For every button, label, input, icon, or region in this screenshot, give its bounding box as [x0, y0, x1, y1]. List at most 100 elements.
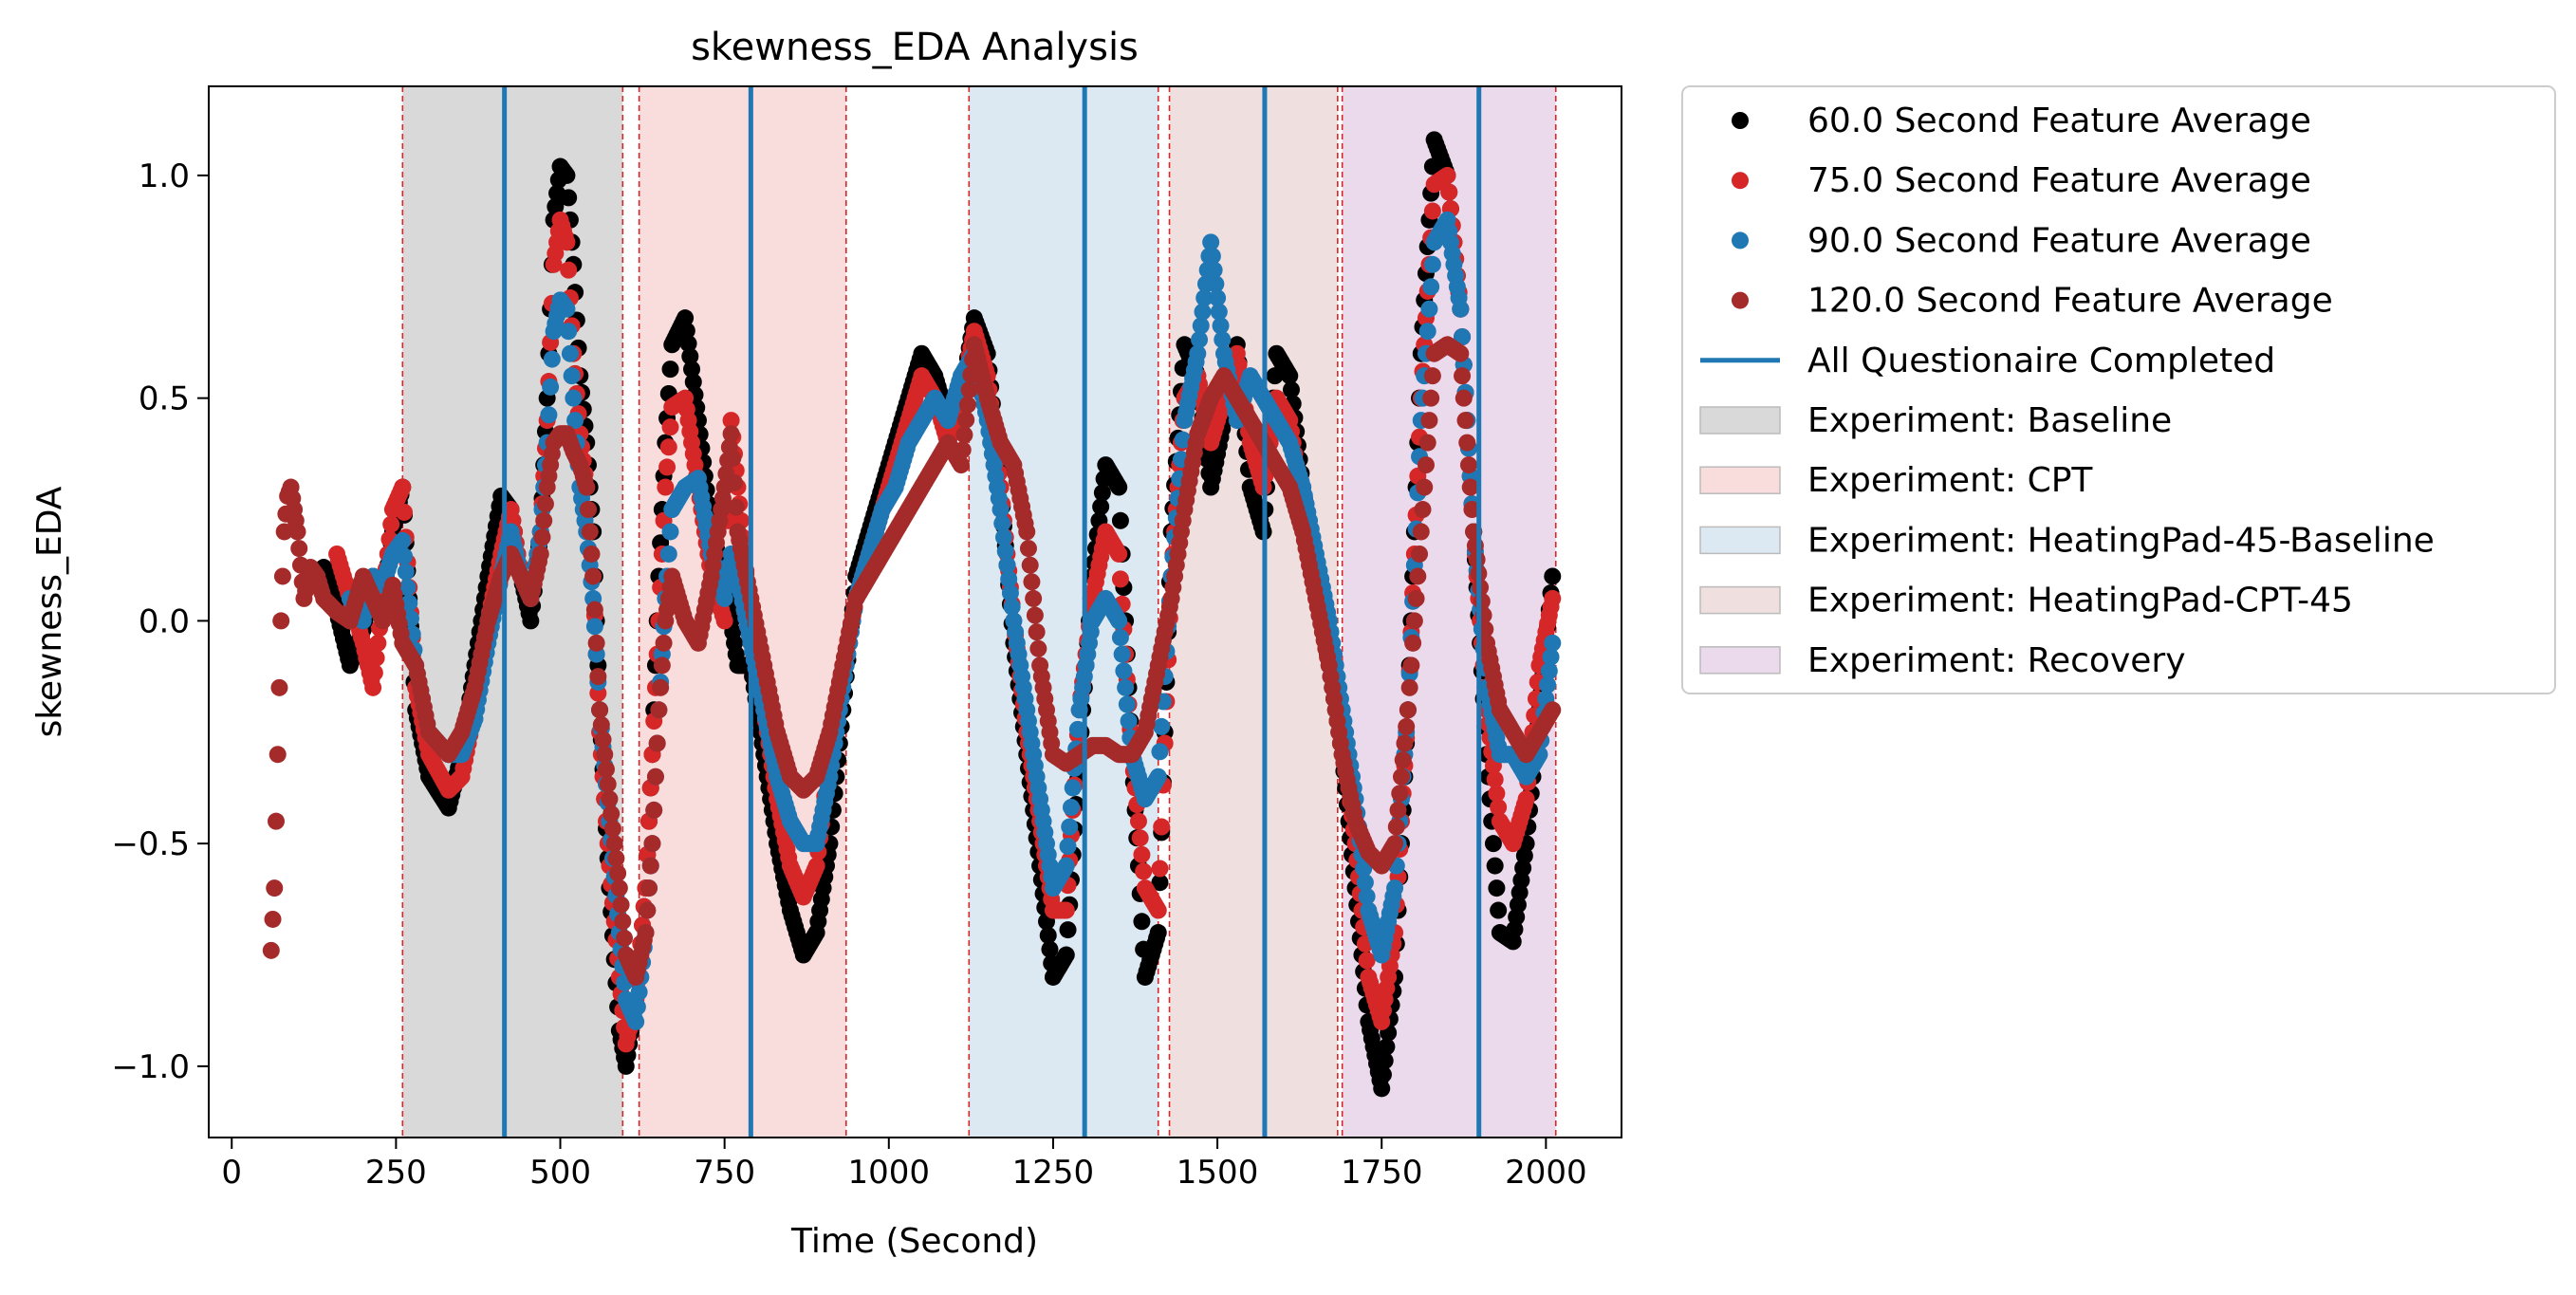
data-point — [1092, 498, 1110, 516]
data-point — [1001, 584, 1019, 602]
data-point — [1281, 367, 1299, 385]
data-point — [1440, 183, 1458, 201]
data-point — [1021, 556, 1039, 574]
data-point — [616, 929, 634, 947]
data-point — [1149, 901, 1167, 919]
data-point — [1407, 589, 1425, 607]
legend-label: Experiment: Recovery — [1807, 641, 2186, 680]
data-point — [1041, 940, 1059, 958]
data-point — [1488, 879, 1506, 897]
series-layer — [262, 131, 1562, 1098]
data-point — [1195, 289, 1214, 307]
data-point — [367, 649, 385, 667]
data-point — [585, 618, 603, 636]
data-point — [1423, 202, 1441, 220]
data-point — [1133, 913, 1151, 931]
data-point — [605, 835, 623, 853]
data-point — [1110, 612, 1128, 630]
data-point — [993, 514, 1011, 532]
data-point — [1149, 924, 1167, 942]
data-point — [542, 378, 560, 396]
data-point — [1113, 645, 1131, 663]
data-point — [957, 411, 975, 429]
data-point — [958, 396, 976, 414]
questionnaire-lines-layer — [502, 86, 1482, 1138]
data-point — [677, 322, 695, 340]
data-point — [1488, 785, 1506, 803]
data-point — [540, 406, 558, 424]
data-point — [609, 864, 627, 882]
data-point — [628, 998, 646, 1016]
data-point — [591, 701, 609, 719]
data-point — [543, 350, 561, 368]
data-point — [369, 634, 387, 652]
data-point — [1061, 818, 1079, 836]
data-point — [1110, 478, 1128, 496]
data-point — [1387, 818, 1405, 836]
data-point — [1420, 412, 1438, 430]
x-tick-label: 1250 — [1012, 1154, 1095, 1192]
data-point — [1517, 790, 1535, 808]
data-point — [585, 601, 603, 619]
legend-marker — [1699, 585, 1781, 615]
data-point — [270, 678, 288, 696]
data-point — [578, 478, 596, 496]
data-point — [652, 678, 670, 696]
legend-label: 90.0 Second Feature Average — [1807, 221, 2311, 260]
legend-marker — [1732, 291, 1749, 309]
data-point — [566, 412, 584, 430]
y-tick-label: 0.5 — [139, 380, 190, 418]
data-point — [594, 731, 612, 749]
data-point — [657, 478, 675, 496]
data-point — [533, 528, 551, 546]
data-point — [1115, 662, 1133, 680]
data-point — [1454, 328, 1472, 346]
data-point — [1544, 589, 1562, 607]
data-point — [1120, 712, 1138, 731]
data-point — [1026, 606, 1044, 624]
data-point — [365, 664, 383, 682]
data-point — [583, 545, 601, 563]
data-point — [560, 189, 578, 207]
data-point — [364, 678, 382, 696]
data-point — [650, 701, 668, 719]
data-point — [1133, 845, 1151, 863]
legend-entry-experiment-cpt: Experiment: CPT — [1699, 461, 2093, 500]
x-axis: 0 250 500 750 1000 1250 1500 1750 2000 — [221, 1138, 1587, 1192]
data-point — [1490, 798, 1508, 816]
data-point — [1356, 874, 1374, 892]
data-point — [1539, 675, 1557, 694]
data-point — [1412, 523, 1430, 541]
legend-label: 60.0 Second Feature Average — [1807, 102, 2311, 140]
data-point — [535, 511, 553, 529]
legend-marker — [1699, 646, 1781, 675]
data-point — [1398, 717, 1416, 735]
data-point — [1203, 247, 1221, 265]
data-point — [1386, 879, 1404, 897]
data-point — [394, 478, 412, 496]
legend-entry-all-questionaire-completed: All Questionaire Completed — [1700, 342, 2275, 380]
data-point — [1093, 484, 1111, 502]
data-point — [955, 426, 973, 444]
data-point — [643, 835, 661, 853]
data-point — [630, 983, 648, 1001]
data-point — [679, 335, 697, 353]
data-point — [727, 498, 745, 516]
data-point — [1212, 317, 1230, 335]
data-point — [1210, 303, 1228, 321]
legend-entry-experiment-heatingpad-cpt-45: Experiment: HeatingPad-CPT-45 — [1699, 582, 2353, 620]
data-point — [589, 668, 607, 686]
data-point — [676, 309, 695, 327]
data-point — [659, 545, 677, 563]
data-point — [1418, 323, 1436, 341]
data-point — [661, 523, 679, 541]
data-point — [1129, 812, 1147, 830]
data-point — [1064, 779, 1082, 797]
data-point — [639, 901, 657, 919]
data-point — [1544, 634, 1562, 652]
region-experiment-heatingpad-45-baseline — [969, 86, 1158, 1138]
data-point — [398, 579, 417, 597]
legend-label: All Questionaire Completed — [1807, 342, 2275, 380]
data-point — [1422, 278, 1440, 296]
data-point — [596, 746, 614, 764]
